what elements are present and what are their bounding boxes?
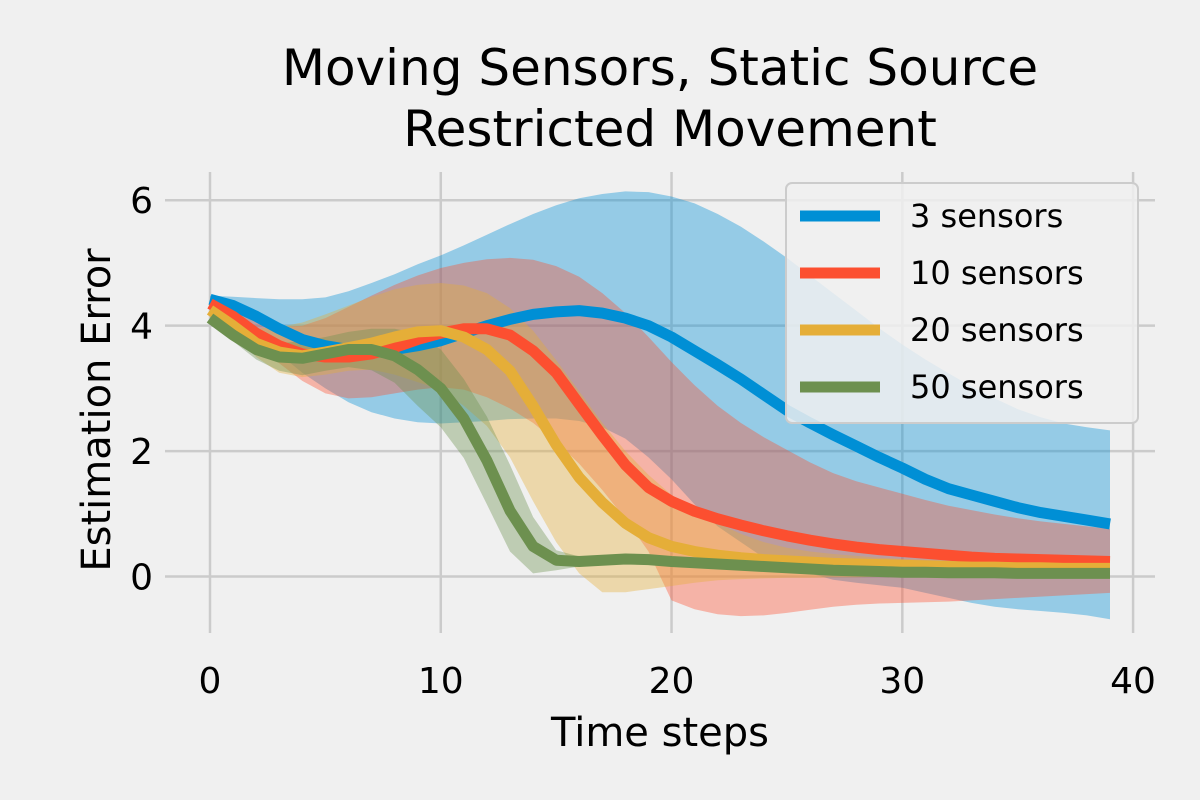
line-series-4 — [206, 313, 1110, 579]
y-axis-label: Estimation Error — [74, 248, 120, 572]
x-tick-label: 0 — [199, 661, 222, 702]
x-tick-label: 10 — [418, 661, 464, 702]
band-series-3 — [210, 283, 1110, 593]
x-tick-label: 30 — [879, 661, 925, 702]
line-series-2 — [207, 298, 1111, 567]
x-axis-label: Time steps — [550, 710, 769, 756]
chart-title-line-2: Restricted Movement — [403, 100, 937, 158]
legend-box — [785, 182, 1139, 424]
y-tick-labels: 0 2 4 6 — [130, 181, 153, 598]
band-series-1 — [210, 191, 1110, 620]
x-tick-label: 40 — [1110, 661, 1156, 702]
legend-label-2: 10 sensors — [910, 254, 1084, 292]
series-lines — [206, 293, 1111, 579]
legend-label-3: 20 sensors — [910, 311, 1084, 349]
y-tick-label: 6 — [130, 181, 153, 222]
y-tick-label: 2 — [130, 432, 153, 473]
chart-title-line-1: Moving Sensors, Static Source — [282, 39, 1038, 97]
legend-label-4: 50 sensors — [910, 368, 1084, 406]
legend-label-1: 3 sensors — [910, 197, 1063, 235]
y-tick-label: 4 — [130, 307, 153, 348]
x-tick-labels: 0 10 20 30 40 — [199, 661, 1156, 702]
x-tick-label: 20 — [649, 661, 695, 702]
legend: 3 sensors 10 sensors 20 sensors 50 sensors — [785, 182, 1139, 424]
y-tick-label: 0 — [130, 558, 153, 599]
